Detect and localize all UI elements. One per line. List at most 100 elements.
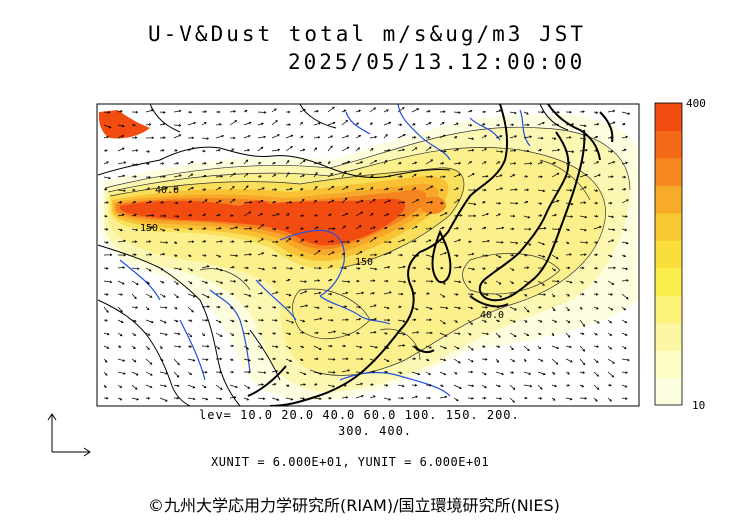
wind-arrow-head bbox=[176, 282, 179, 285]
colorbar-swatch bbox=[655, 240, 682, 269]
wind-arrow bbox=[187, 384, 195, 389]
wind-arrow bbox=[453, 199, 460, 204]
wind-arrow-head bbox=[358, 305, 362, 309]
wind-arrow bbox=[495, 384, 501, 387]
wind-arrow-head bbox=[469, 109, 473, 113]
copyright-credit: ©九州大学応用力学研究所(RIAM)/国立環境研究所(NIES) bbox=[148, 496, 560, 515]
wind-arrow bbox=[369, 345, 378, 348]
wind-arrow-head bbox=[399, 371, 403, 375]
wind-arrow bbox=[103, 124, 111, 128]
wind-arrow-head bbox=[624, 333, 628, 336]
wind-arrow bbox=[439, 227, 445, 230]
wind-arrow bbox=[467, 345, 474, 351]
wind-arrow bbox=[369, 331, 377, 334]
wind-arrow-head bbox=[527, 123, 530, 127]
wind-arrow bbox=[131, 384, 138, 390]
wind-arrow-head bbox=[613, 266, 616, 270]
wind-arrow bbox=[467, 173, 475, 178]
wind-arrow bbox=[425, 185, 433, 191]
wind-arrow-head bbox=[456, 148, 459, 152]
wind-arrow bbox=[243, 159, 248, 165]
wind-arrow-head bbox=[584, 215, 588, 219]
wind-arrow-head bbox=[498, 213, 501, 216]
wind-arrow bbox=[117, 124, 125, 127]
wind-arrow bbox=[187, 173, 193, 178]
wind-arrow-head bbox=[319, 317, 323, 321]
wind-arrow bbox=[453, 293, 459, 295]
colorbar bbox=[655, 102, 682, 406]
wind-arrow-head bbox=[486, 212, 489, 216]
wind-arrow-head bbox=[104, 373, 108, 376]
wind-arrow-head bbox=[217, 347, 220, 350]
wind-arrow-head bbox=[344, 384, 347, 387]
wind-arrow-head bbox=[385, 383, 389, 387]
wind-arrow-head bbox=[482, 123, 486, 126]
wind-arrow bbox=[481, 306, 488, 308]
wind-arrow-head bbox=[468, 332, 472, 336]
wind-arrow-head bbox=[230, 306, 234, 309]
wind-arrow bbox=[495, 371, 504, 375]
wind-arrow-head bbox=[416, 348, 419, 351]
wind-arrow-head bbox=[106, 161, 109, 164]
wind-arrow-head bbox=[331, 318, 334, 322]
wind-arrow bbox=[467, 397, 474, 399]
wind-arrow bbox=[425, 345, 432, 349]
wind-arrow bbox=[453, 173, 461, 178]
contour-levels-line-1: lev= 10.0 20.0 40.0 60.0 100. 150. 200. bbox=[199, 408, 520, 422]
colorbar-swatch bbox=[655, 212, 682, 241]
wind-arrow bbox=[551, 254, 559, 259]
wind-arrow-head bbox=[429, 227, 433, 230]
wind-arrow-head bbox=[316, 357, 319, 361]
wind-arrow bbox=[285, 188, 293, 191]
wind-arrow bbox=[425, 267, 431, 270]
wind-arrow-head bbox=[582, 362, 586, 366]
wind-arrow bbox=[145, 201, 152, 204]
wind-arrow bbox=[397, 332, 405, 335]
wind-arrow bbox=[117, 384, 122, 388]
wind-arrow-head bbox=[626, 279, 629, 282]
wind-arrow-head bbox=[106, 396, 109, 400]
wind-arrow-head bbox=[108, 125, 112, 129]
wind-arrow-head bbox=[203, 385, 207, 389]
wind-arrow-head bbox=[389, 240, 392, 244]
wind-arrow bbox=[565, 136, 572, 139]
wind-arrow bbox=[257, 345, 263, 349]
wind-arrow bbox=[607, 137, 613, 139]
wind-arrow-head bbox=[374, 253, 378, 257]
wind-arrow bbox=[187, 267, 193, 272]
wind-arrow-head bbox=[624, 320, 628, 324]
wind-arrow bbox=[495, 293, 502, 298]
wind-arrow-head bbox=[120, 309, 123, 313]
wind-arrow bbox=[285, 172, 290, 178]
wind-arrow-head bbox=[343, 170, 347, 174]
wind-arrow-head bbox=[414, 383, 418, 387]
wind-arrow-head bbox=[149, 200, 152, 204]
wind-arrow bbox=[551, 172, 560, 178]
wind-arrow bbox=[327, 106, 335, 113]
wind-arrow bbox=[383, 306, 390, 309]
wind-arrow-head bbox=[287, 278, 291, 282]
wind-arrow-head bbox=[330, 135, 334, 138]
wind-arrow-head bbox=[623, 148, 627, 152]
wind-arrow-head bbox=[553, 137, 557, 140]
colorbar-swatch bbox=[655, 267, 682, 296]
wind-arrow-head bbox=[551, 333, 555, 337]
wind-arrow-head bbox=[333, 330, 337, 334]
wind-arrow bbox=[187, 122, 196, 126]
wind-arrow-head bbox=[623, 175, 627, 179]
wind-arrow-head bbox=[400, 253, 403, 257]
wind-arrow-head bbox=[204, 110, 207, 114]
wind-arrow bbox=[341, 161, 350, 165]
wind-arrow-head bbox=[274, 108, 277, 111]
wind-arrow bbox=[187, 293, 196, 298]
wind-arrow bbox=[117, 280, 125, 285]
wind-arrow-head bbox=[501, 241, 504, 244]
wind-arrow bbox=[355, 318, 361, 321]
wind-arrow-head bbox=[401, 227, 405, 230]
wind-arrow bbox=[187, 187, 194, 191]
wind-arrow-head bbox=[147, 333, 151, 336]
wind-arrow-head bbox=[247, 332, 251, 335]
wind-arrow bbox=[341, 292, 348, 295]
wind-arrow-head bbox=[275, 254, 278, 258]
wind-arrow-head bbox=[150, 226, 154, 229]
